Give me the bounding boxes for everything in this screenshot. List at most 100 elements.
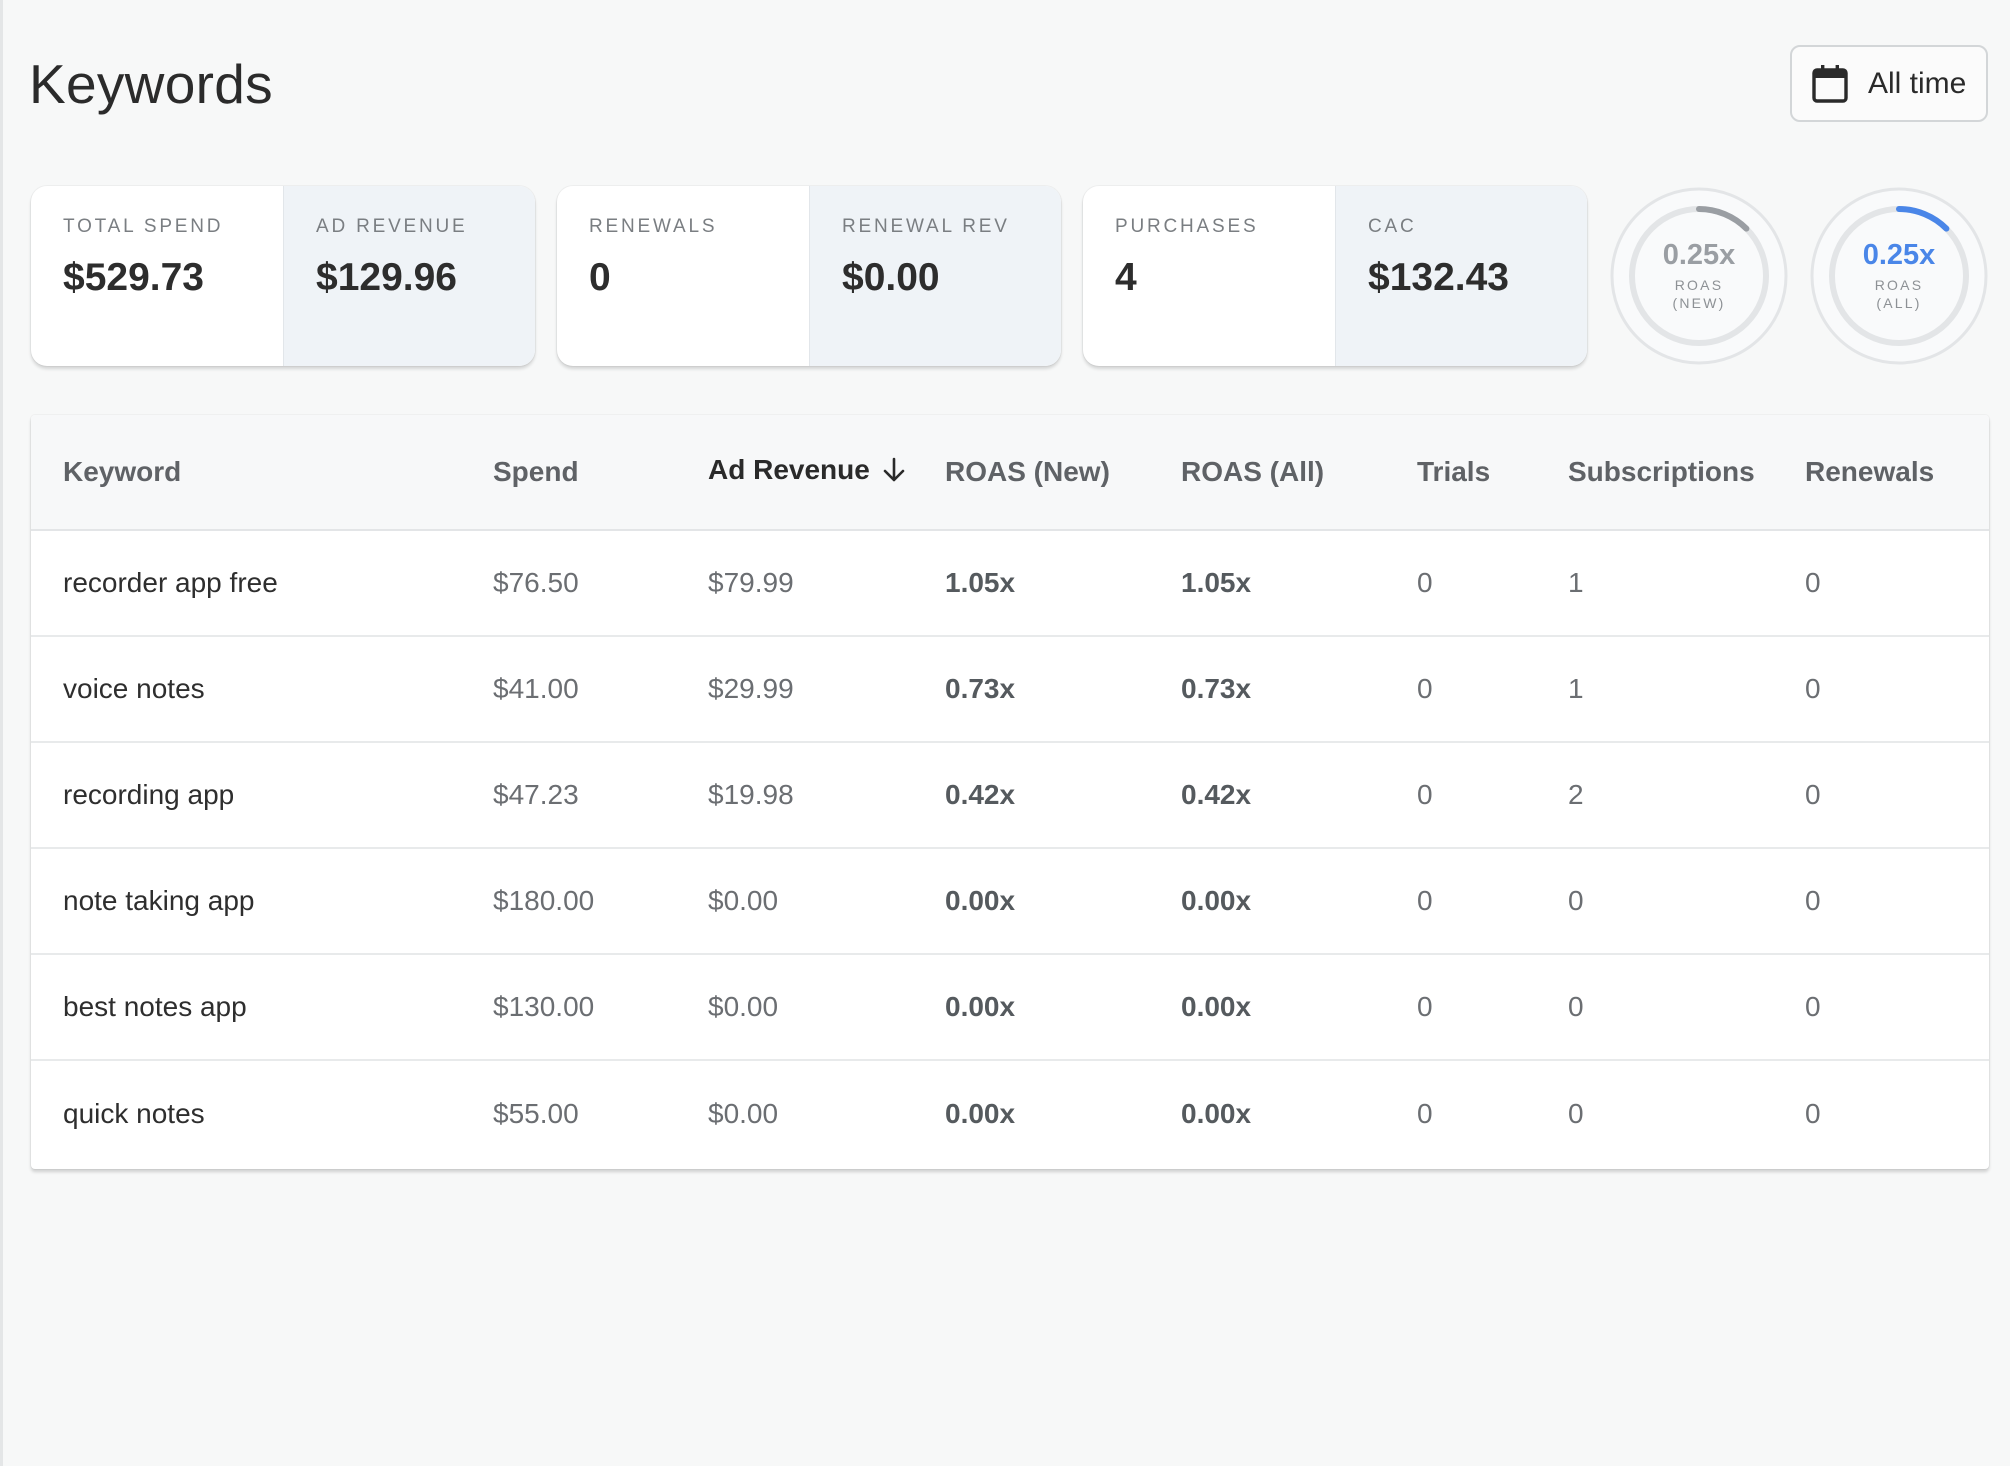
table-row[interactable]: best notes app $130.00 $0.00 0.00x 0.00x 0 0 0 xyxy=(31,953,1989,1060)
column-header-spend[interactable]: Spend xyxy=(461,415,676,531)
stat-value: $0.00 xyxy=(842,256,940,299)
roas-all-cell: 0.00x xyxy=(1149,953,1385,1060)
gauge-label-line2: (NEW) xyxy=(1672,294,1726,311)
spend-cell: $130.00 xyxy=(461,953,676,1060)
keyword-cell: recording app xyxy=(31,741,461,848)
subscriptions-cell: 1 xyxy=(1536,635,1773,742)
trials-cell: 0 xyxy=(1385,847,1536,954)
trials-cell: 0 xyxy=(1385,741,1536,848)
spend-cell: $76.50 xyxy=(493,567,579,598)
ad-revenue-cell: $0.00 xyxy=(676,1059,913,1166)
subscriptions-cell: 0 xyxy=(1536,953,1773,1060)
column-header-roas-new[interactable]: ROAS (New) xyxy=(913,415,1149,531)
subscriptions-cell: 0 xyxy=(1536,1059,1773,1166)
spend-cell: $55.00 xyxy=(461,1059,676,1166)
gauge-arc xyxy=(1829,206,1969,346)
calendar-icon xyxy=(1812,64,1848,103)
keyword-cell: voice notes xyxy=(31,635,461,742)
ad-revenue-cell: $0.00 xyxy=(676,953,913,1060)
spend-cell: $47.23 xyxy=(461,741,676,848)
stat-label: AD REVENUE xyxy=(316,216,468,237)
renewals-stat: RENEWALS 0 xyxy=(557,186,809,366)
table-body: recorder app free $76.50 $79.99 1.05x 1.05x 0… xyxy=(31,530,1989,1166)
column-header-roas-all[interactable]: ROAS (All) xyxy=(1149,415,1385,531)
roas-all-gauge: 0.25x ROAS (ALL) xyxy=(1809,186,1989,366)
column-header-trials[interactable]: Trials xyxy=(1385,415,1536,531)
roas-all-cell: 0.00x xyxy=(1149,847,1385,954)
stat-label: TOTAL SPEND xyxy=(63,216,224,237)
renewals-cell: 0 xyxy=(1773,953,1989,1060)
spend-cell: $180.00 xyxy=(461,847,676,954)
table-row[interactable]: quick notes $55.00 $0.00 0.00x 0.00x 0 0 0 xyxy=(31,1059,1989,1166)
trials-cell: 0 xyxy=(1385,1059,1536,1166)
table-row[interactable]: recorder app free $76.50 $79.99 1.05x 1.05x 0… xyxy=(31,530,1989,636)
stat-value: $132.43 xyxy=(1368,256,1509,299)
roas-all-cell: 0.73x xyxy=(1149,635,1385,742)
gauge-label-line2: (ALL) xyxy=(1876,294,1922,311)
roas-new-cell: 1.05x xyxy=(945,567,1016,598)
subscriptions-cell: 0 xyxy=(1536,847,1773,954)
gauge-arc xyxy=(1629,206,1769,346)
column-header-renewals[interactable]: Renewals xyxy=(1773,415,1989,531)
renewals-card: RENEWALS 0 RENEWAL REV $0.00 xyxy=(557,186,1061,366)
table-row[interactable]: recording app $47.23 $19.98 0.42x 0.42x 0 2 0 xyxy=(31,741,1989,848)
subscriptions-cell: 1 xyxy=(1568,567,1584,598)
subscriptions-cell: 2 xyxy=(1536,741,1773,848)
trials-cell: 0 xyxy=(1385,953,1536,1060)
table-header-row: Keyword Spend Ad Revenue ROAS (New) ROAS… xyxy=(31,415,1989,531)
page-title: Keywords xyxy=(29,53,273,115)
gauge-value: 0.25x xyxy=(1862,238,1936,271)
roas-new-gauge: 0.25x ROAS (NEW) xyxy=(1609,186,1789,366)
roas-new-cell: 0.73x xyxy=(913,635,1149,742)
ad-revenue-cell: $0.00 xyxy=(676,847,913,954)
gauge-label: ROAS (ALL) xyxy=(1875,276,1923,312)
ad-revenue-stat: AD REVENUE $129.96 xyxy=(283,186,535,366)
gauge-label: ROAS (NEW) xyxy=(1673,276,1726,312)
renewals-cell: 0 xyxy=(1773,847,1989,954)
roas-new-cell: 0.00x xyxy=(913,847,1149,954)
column-header-keyword[interactable]: Keyword xyxy=(31,415,461,531)
keyword-cell: note taking app xyxy=(31,847,461,954)
spend-cell: $41.00 xyxy=(461,635,676,742)
roas-new-cell: 0.00x xyxy=(913,1059,1149,1166)
renewals-cell: 0 xyxy=(1773,635,1989,742)
stat-value: $529.73 xyxy=(63,256,204,299)
table-row[interactable]: voice notes $41.00 $29.99 0.73x 0.73x 0 1 0 xyxy=(31,635,1989,742)
total-spend-stat: TOTAL SPEND $529.73 xyxy=(31,186,283,366)
gauge-ring xyxy=(1610,187,1788,365)
ad-revenue-cell: $79.99 xyxy=(708,567,794,598)
keyword-cell: best notes app xyxy=(31,953,461,1060)
gauge-ring xyxy=(1810,187,1988,365)
keywords-table: Keyword Spend Ad Revenue ROAS (New) ROAS… xyxy=(31,415,1989,1166)
roas-all-cell: 1.05x xyxy=(1181,567,1252,598)
table-row[interactable]: note taking app $180.00 $0.00 0.00x 0.00x 0 0 0 xyxy=(31,847,1989,954)
gauge-label-line1: ROAS xyxy=(1674,276,1724,293)
roas-new-cell: 0.00x xyxy=(913,953,1149,1060)
column-header-subscriptions[interactable]: Subscriptions xyxy=(1536,415,1773,531)
keywords-table-card: Keyword Spend Ad Revenue ROAS (New) ROAS… xyxy=(31,415,1989,1169)
stat-label: RENEWAL REV xyxy=(842,216,1010,237)
column-header-ad-revenue[interactable]: Ad Revenue xyxy=(676,415,913,531)
purchases-stat: PURCHASES 4 xyxy=(1083,186,1335,366)
stat-value: 0 xyxy=(589,256,611,299)
stat-value: $129.96 xyxy=(316,256,457,299)
date-range-label: All time xyxy=(1868,66,1967,100)
renewal-rev-stat: RENEWAL REV $0.00 xyxy=(809,186,1061,366)
sort-arrow-down-icon xyxy=(882,457,906,490)
renewals-cell: 0 xyxy=(1773,1059,1989,1166)
trials-cell: 0 xyxy=(1385,635,1536,742)
keyword-cell: quick notes xyxy=(31,1059,461,1166)
roas-new-cell: 0.42x xyxy=(913,741,1149,848)
stat-label: PURCHASES xyxy=(1115,216,1259,237)
purchases-card: PURCHASES 4 CAC $132.43 xyxy=(1083,186,1587,366)
roas-all-cell: 0.00x xyxy=(1149,1059,1385,1166)
stat-label: CAC xyxy=(1368,216,1417,237)
date-range-button[interactable]: All time xyxy=(1790,45,1988,122)
gauge-label-line1: ROAS xyxy=(1874,276,1924,293)
gauge-value: 0.25x xyxy=(1662,238,1736,271)
ad-revenue-cell: $19.98 xyxy=(676,741,913,848)
trials-cell: 0 xyxy=(1417,567,1433,598)
renewals-cell: 0 xyxy=(1773,741,1989,848)
stat-value: 4 xyxy=(1115,256,1137,299)
